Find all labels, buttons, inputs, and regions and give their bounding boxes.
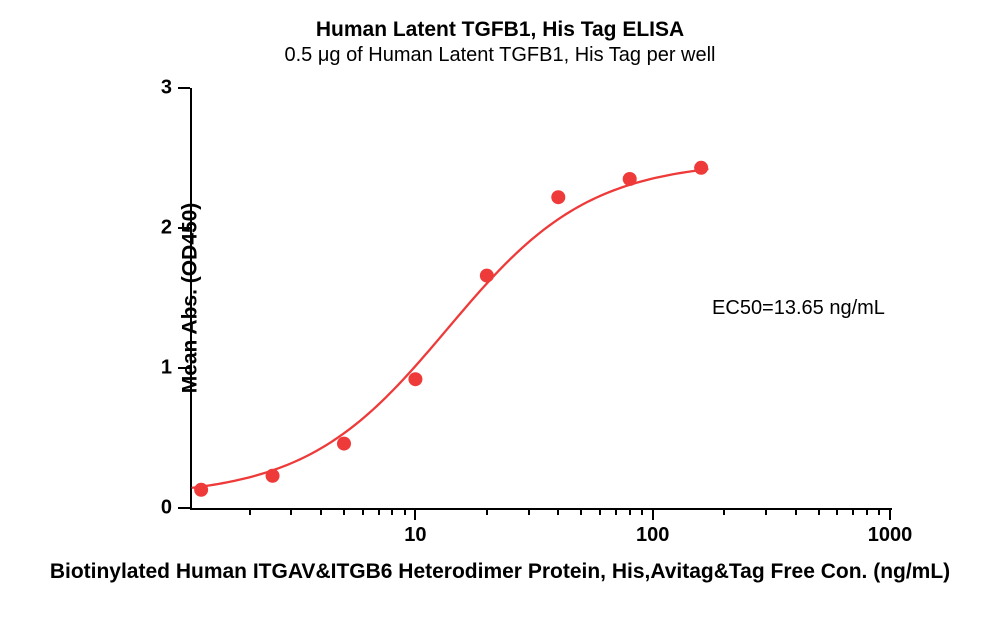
x-minor-tick-mark — [486, 508, 488, 515]
data-point — [337, 437, 351, 451]
x-minor-tick-mark — [580, 508, 582, 515]
data-point — [480, 269, 494, 283]
x-minor-tick-mark — [320, 508, 322, 515]
y-tick-label: 3 — [148, 77, 172, 100]
x-minor-tick-mark — [836, 508, 838, 515]
data-point — [623, 172, 637, 186]
x-minor-tick-mark — [599, 508, 601, 515]
x-minor-tick-mark — [249, 508, 251, 515]
x-minor-tick-mark — [866, 508, 868, 515]
y-tick-mark — [178, 87, 190, 89]
x-minor-tick-mark — [557, 508, 559, 515]
x-tick-mark — [414, 508, 416, 520]
data-point — [408, 372, 422, 386]
data-point — [551, 190, 565, 204]
x-tick-mark — [889, 508, 891, 520]
x-minor-tick-mark — [615, 508, 617, 515]
y-tick-label: 2 — [148, 217, 172, 240]
x-tick-label: 100 — [636, 524, 669, 547]
x-minor-tick-mark — [343, 508, 345, 515]
x-minor-tick-mark — [362, 508, 364, 515]
y-tick-label: 1 — [148, 357, 172, 380]
ec50-annotation: EC50=13.65 ng/mL — [712, 297, 885, 320]
x-minor-tick-mark — [818, 508, 820, 515]
x-minor-tick-mark — [852, 508, 854, 515]
y-tick-mark — [178, 507, 190, 509]
x-minor-tick-mark — [878, 508, 880, 515]
x-minor-tick-mark — [723, 508, 725, 515]
x-minor-tick-mark — [641, 508, 643, 515]
data-point — [194, 483, 208, 497]
x-minor-tick-mark — [795, 508, 797, 515]
x-minor-tick-mark — [404, 508, 406, 515]
fit-curve — [193, 169, 708, 488]
data-point — [694, 161, 708, 175]
x-minor-tick-mark — [391, 508, 393, 515]
x-tick-mark — [652, 508, 654, 520]
y-tick-mark — [178, 367, 190, 369]
y-tick-label: 0 — [148, 497, 172, 520]
data-point — [266, 469, 280, 483]
x-tick-label: 1000 — [868, 524, 913, 547]
x-axis-label: Biotinylated Human ITGAV&ITGB6 Heterodim… — [30, 560, 970, 584]
elisa-chart: Human Latent TGFB1, His Tag ELISA 0.5 μg… — [0, 0, 1000, 626]
x-minor-tick-mark — [378, 508, 380, 515]
y-tick-mark — [178, 227, 190, 229]
y-axis-label: Mean Abs. (OD450) — [178, 203, 202, 394]
x-minor-tick-mark — [629, 508, 631, 515]
x-tick-label: 10 — [404, 524, 426, 547]
x-minor-tick-mark — [765, 508, 767, 515]
x-minor-tick-mark — [290, 508, 292, 515]
x-minor-tick-mark — [528, 508, 530, 515]
